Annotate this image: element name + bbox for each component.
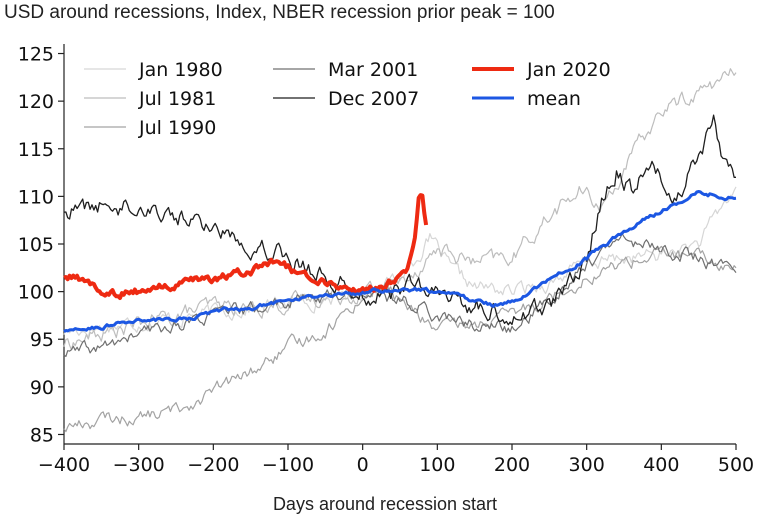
x-tick-label: 200 <box>494 454 530 476</box>
x-tick-label: −200 <box>187 454 239 476</box>
series-line-mean <box>63 190 737 333</box>
series-line-dec-2007 <box>63 114 736 326</box>
series-layer <box>63 68 737 433</box>
series-line-jul-1990 <box>63 245 737 433</box>
x-tick-label: −400 <box>38 454 90 476</box>
x-tick-label: −300 <box>113 454 165 476</box>
x-axis-label: Days around recession start <box>272 494 498 514</box>
y-tick-label: 110 <box>18 186 54 208</box>
y-tick-label: 115 <box>18 139 54 161</box>
chart-title: USD around recessions, Index, NBER reces… <box>4 2 555 23</box>
y-tick-label: 120 <box>18 91 54 113</box>
y-tick-label: 85 <box>30 424 54 446</box>
chart-plot: Jan 1980 Jul 1981 Jul 1990 Mar 2001 Dec 2007… <box>18 44 754 476</box>
series-line-jan-1980 <box>63 186 737 338</box>
legend-label: Jan 2020 <box>526 59 611 81</box>
x-tick-label: −100 <box>262 454 314 476</box>
legend-label: Jul 1981 <box>138 88 216 110</box>
legend-label: mean <box>527 88 581 110</box>
axes: −400 −300 −200 −100 0 100 200 300 400 500 85 90 95 10… <box>18 44 754 476</box>
y-tick-label: 90 <box>30 377 54 399</box>
x-tick-label: 500 <box>718 454 754 476</box>
x-tick-label: 400 <box>643 454 679 476</box>
y-tick-label: 100 <box>18 282 54 304</box>
legend-label: Dec 2007 <box>328 88 419 110</box>
x-tick-label: 100 <box>419 454 455 476</box>
x-tick-label: 300 <box>569 454 605 476</box>
legend-label: Mar 2001 <box>328 59 418 81</box>
y-tick-label: 125 <box>18 44 54 66</box>
y-tick-label: 95 <box>30 329 54 351</box>
legend: Jan 1980 Jul 1981 Jul 1990 Mar 2001 Dec 2007… <box>84 59 611 139</box>
legend-label: Jan 1980 <box>138 59 223 81</box>
legend-label: Jul 1990 <box>138 117 216 139</box>
series-line-jan-2020 <box>63 193 429 300</box>
series-line-mar-2001 <box>63 233 737 357</box>
series-line-jul-1981 <box>63 68 737 351</box>
y-tick-label: 105 <box>18 234 54 256</box>
x-tick-label: 0 <box>357 454 369 476</box>
